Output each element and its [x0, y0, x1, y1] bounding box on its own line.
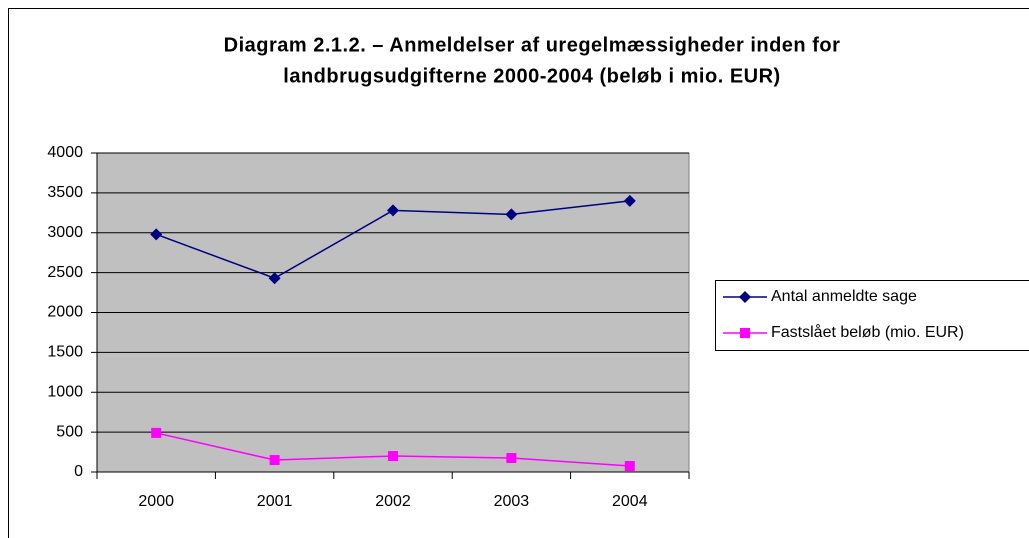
x-tick-label: 2003 — [494, 493, 530, 510]
chart-title: Diagram 2.1.2. – Anmeldelser af uregelmæ… — [224, 34, 841, 56]
marker — [268, 272, 281, 285]
legend-label: Fastslået beløb (mio. EUR) — [771, 323, 964, 341]
legend — [715, 280, 1029, 351]
marker — [624, 461, 635, 472]
marker — [150, 228, 163, 241]
x-tick-label: 2001 — [257, 493, 293, 510]
y-tick-label: 2000 — [47, 304, 83, 321]
y-tick-label: 1000 — [47, 383, 83, 400]
x-tick-label: 2000 — [138, 493, 174, 510]
marker — [387, 204, 399, 217]
marker — [388, 451, 398, 462]
legend-marker — [740, 328, 750, 338]
x-tick-label: 2002 — [375, 493, 411, 510]
y-tick-label: 500 — [56, 423, 83, 440]
marker — [506, 453, 517, 464]
marker — [151, 427, 162, 438]
y-tick-label: 2500 — [47, 264, 83, 281]
marker — [505, 208, 518, 221]
y-tick-label: 0 — [74, 463, 83, 480]
y-tick-label: 4000 — [47, 144, 83, 161]
y-tick-label: 3500 — [47, 184, 83, 201]
x-tick-label: 2004 — [612, 493, 648, 510]
y-tick-label: 3000 — [47, 224, 83, 241]
chart-title: landbrugsudgifterne 2000-2004 (beløb i m… — [283, 65, 780, 87]
marker — [269, 455, 280, 466]
y-tick-label: 1500 — [47, 344, 83, 361]
legend-label: Antal anmeldte sage — [771, 288, 917, 305]
legend-marker — [739, 291, 751, 303]
marker — [623, 194, 636, 207]
